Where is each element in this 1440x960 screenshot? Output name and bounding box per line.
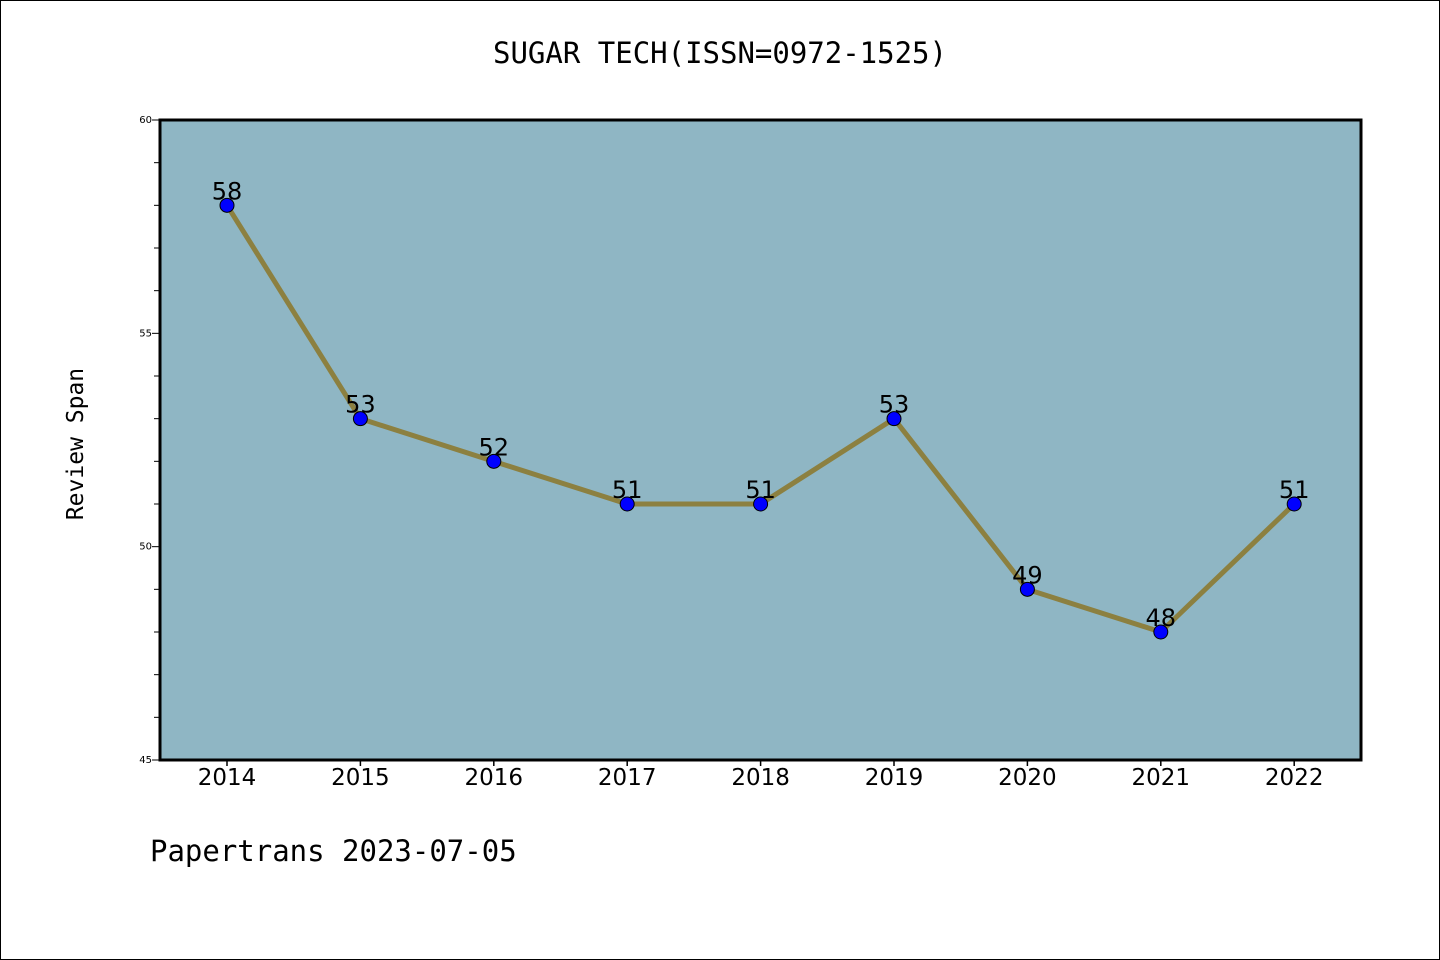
x-tick-label: 2018 — [731, 765, 790, 791]
data-label: 53 — [879, 391, 910, 419]
data-labels: 58 53 52 51 51 53 49 48 51 — [212, 177, 1310, 632]
x-axis-ticks: 2014 2015 2016 2017 2018 2019 2020 2021 2022 — [198, 760, 1324, 791]
data-label: 58 — [212, 177, 243, 205]
y-tick-label: 50 — [139, 542, 152, 553]
data-label: 48 — [1146, 604, 1177, 632]
data-label: 52 — [479, 433, 510, 461]
data-label: 49 — [1012, 561, 1043, 589]
x-tick-label: 2017 — [598, 765, 657, 791]
data-label: 51 — [745, 476, 776, 504]
data-points — [219, 197, 1302, 640]
data-point — [1019, 581, 1035, 597]
y-tick-label: 45 — [139, 755, 152, 766]
plot-area — [158, 118, 1363, 762]
chart-title: SUGAR TECH(ISSN=0972-1525) — [493, 36, 947, 70]
y-tick-label: 55 — [139, 328, 152, 339]
data-point — [219, 197, 235, 213]
data-point — [753, 496, 769, 512]
data-label: 51 — [1279, 476, 1310, 504]
data-point — [886, 411, 902, 427]
x-tick-label: 2020 — [998, 765, 1057, 791]
y-axis-ticks: 45 50 55 60 — [139, 115, 160, 766]
x-tick-label: 2016 — [465, 765, 524, 791]
data-point — [619, 496, 635, 512]
data-label: 51 — [612, 476, 643, 504]
x-tick-label: 2014 — [198, 765, 257, 791]
x-tick-label: 2022 — [1265, 765, 1324, 791]
data-point — [1286, 496, 1302, 512]
data-point — [1153, 624, 1169, 640]
x-tick-label: 2015 — [331, 765, 390, 791]
y-tick-label: 60 — [139, 115, 152, 126]
data-point — [486, 453, 502, 469]
footer-caption: Papertrans 2023-07-05 — [150, 834, 517, 868]
data-label: 53 — [345, 391, 376, 419]
data-point — [352, 411, 368, 427]
x-tick-label: 2019 — [865, 765, 924, 791]
x-tick-label: 2021 — [1132, 765, 1191, 791]
